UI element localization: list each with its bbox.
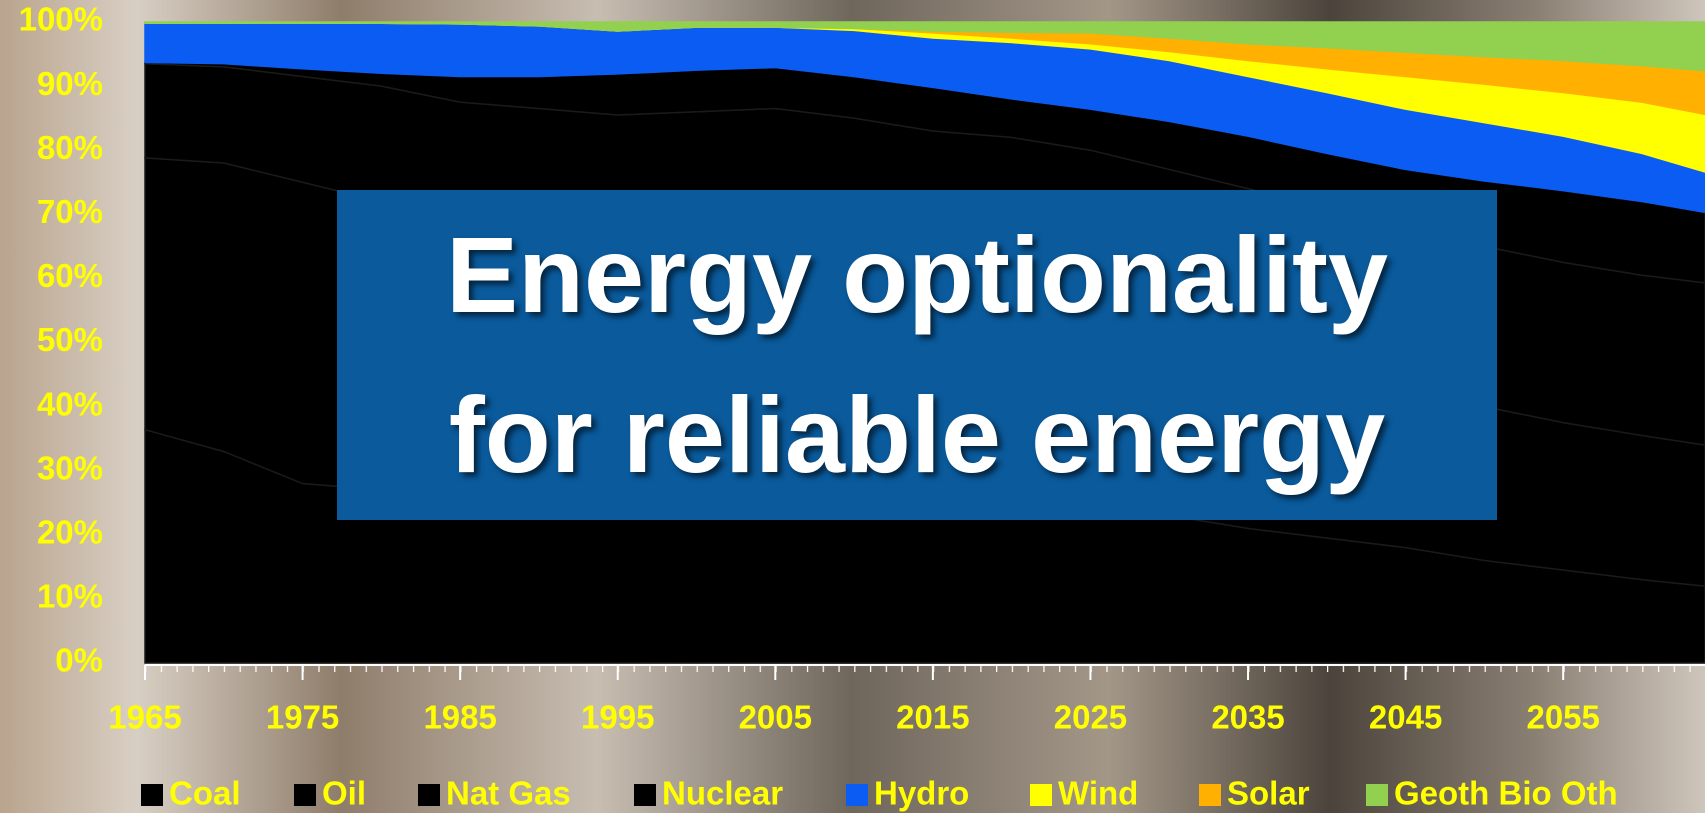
x-tick-label: 2045 — [1369, 699, 1442, 736]
minor-ticks — [145, 665, 1705, 677]
legend-swatch — [1366, 784, 1388, 806]
legend-label: Coal — [169, 775, 241, 812]
y-tick-label: 60% — [37, 257, 103, 294]
x-tick-label: 2005 — [739, 699, 812, 736]
area — [144, 21, 1705, 72]
legend-label: Geoth Bio Oth — [1394, 775, 1618, 812]
x-tick-label: 1985 — [423, 699, 496, 736]
x-tick-label: 1975 — [266, 699, 339, 736]
legend-label: Nuclear — [662, 775, 783, 812]
x-tick-label: 2035 — [1211, 699, 1284, 736]
title-box: Energy optionality for reliable energy — [337, 190, 1497, 520]
legend-swatch — [141, 784, 163, 806]
y-tick-label: 100% — [19, 1, 103, 38]
y-tick-label: 30% — [37, 449, 103, 486]
y-tick-label: 20% — [37, 514, 103, 551]
legend-label: Wind — [1058, 775, 1138, 812]
chart-title: Energy optionality for reliable energy — [445, 214, 1389, 495]
legend-swatch — [1030, 784, 1052, 806]
y-tick-label: 40% — [37, 385, 103, 422]
legend-swatch — [1199, 784, 1221, 806]
x-tick-label: 2025 — [1054, 699, 1127, 736]
x-tick-label: 1995 — [581, 699, 654, 736]
legend-swatch — [634, 784, 656, 806]
x-tick-label: 2015 — [896, 699, 969, 736]
y-tick-label: 90% — [37, 65, 103, 102]
legend-swatch — [846, 784, 868, 806]
y-tick-label: 10% — [37, 578, 103, 615]
y-tick-label: 80% — [37, 129, 103, 166]
legend-label: Oil — [322, 775, 366, 812]
legend-label: Hydro — [874, 775, 969, 812]
legend-label: Nat Gas — [446, 775, 571, 812]
legend-swatch — [418, 784, 440, 806]
y-tick-label: 70% — [37, 193, 103, 230]
y-tick-label: 0% — [55, 642, 103, 679]
x-tick-label: 1965 — [108, 699, 181, 736]
x-tick-label: 2055 — [1526, 699, 1599, 736]
legend-label: Solar — [1227, 775, 1310, 812]
legend-swatch — [294, 784, 316, 806]
y-tick-label: 50% — [37, 321, 103, 358]
